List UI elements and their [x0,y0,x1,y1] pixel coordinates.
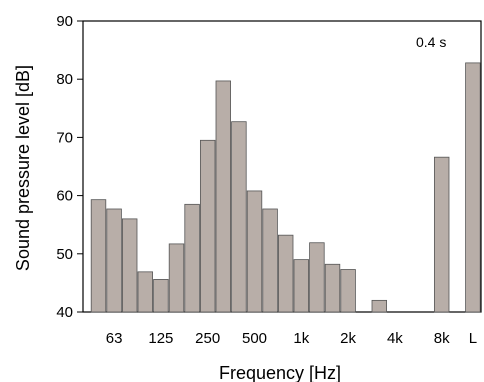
bar-500 [246,190,263,313]
bar-250 [199,139,216,313]
y-axis-title: Sound pressure level [dB] [13,65,33,271]
bar-L [465,62,481,313]
bar-80 [122,218,138,313]
bar-630 [262,208,278,313]
x-tick-label: L [469,330,477,347]
x-tick-label: 125 [148,330,173,347]
bar-1k [293,259,310,313]
bar-160 [168,243,185,313]
bar-2k [340,269,356,313]
bar-315 [215,80,232,313]
bar-1.25k [309,242,325,313]
y-tick-label: 60 [56,188,73,205]
annotation-label: 0.4 s [416,34,446,50]
x-tick-label: 8k [434,330,450,347]
y-axis-ticks: 40 50 60 70 80 90 [56,13,83,321]
bar-125 [153,279,169,313]
x-tick-label: 500 [242,330,267,347]
x-tick-label: 1k [293,330,309,347]
bar-200 [184,203,200,313]
x-axis-title: Frequency [Hz] [219,363,341,382]
y-tick-label: 50 [56,246,73,263]
bars-group [90,62,481,313]
y-tick-label: 90 [56,13,73,30]
bar-100 [137,271,154,313]
bar-3.15k [371,299,388,313]
x-tick-label: 2k [340,330,356,347]
bar-50 [90,199,107,313]
x-tick-label: 4k [387,330,403,347]
bar-63 [106,208,122,313]
y-tick-label: 80 [56,71,73,88]
x-axis-ticks: 63 125 250 500 1k 2k 4k 8k L [106,330,477,347]
bar-8k [433,156,450,313]
bar-1.6k [324,263,341,313]
x-tick-label: 250 [195,330,220,347]
y-tick-label: 40 [56,304,73,321]
y-tick-label: 70 [56,129,73,146]
bar-800 [277,234,294,313]
x-tick-label: 63 [106,330,123,347]
bar-400 [231,121,247,313]
